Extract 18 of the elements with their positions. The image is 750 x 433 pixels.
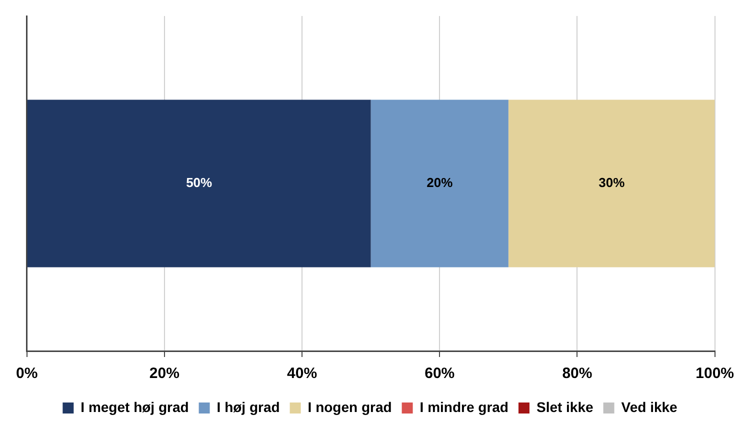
x-tick-label: 100% (696, 365, 734, 382)
x-tick-label: 80% (562, 365, 592, 382)
x-tick-label: 0% (16, 365, 38, 382)
bar (27, 100, 371, 268)
bar (370, 100, 508, 268)
legend-label: I nogen grad (308, 398, 392, 415)
legend-label: Slet ikke (536, 398, 594, 415)
x-tick-label: 40% (287, 365, 318, 382)
data-label: 20% (426, 175, 454, 190)
legend-label: I meget høj grad (80, 398, 189, 415)
data-label: 30% (598, 175, 626, 190)
x-tick-label: 20% (149, 365, 180, 382)
x-tick-label: 60% (424, 365, 455, 382)
data-label: 50% (186, 175, 213, 190)
legend-label: I mindre grad (420, 398, 508, 415)
bar (508, 100, 715, 268)
legend-label: Ved ikke (621, 398, 678, 415)
legend-label: I høj grad (216, 398, 280, 415)
